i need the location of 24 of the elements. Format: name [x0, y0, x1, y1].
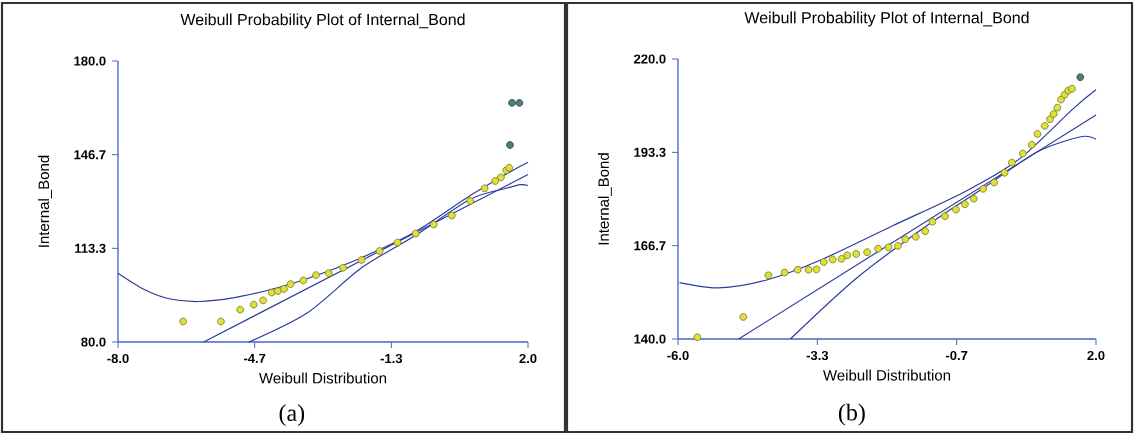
text: (b) [838, 403, 865, 426]
y-tick-label: 80.0 [81, 337, 106, 347]
x-tick-label: 2.0 [519, 353, 537, 364]
x-tick-label: -1.3 [380, 353, 403, 364]
y-tick-label: 140.0 [634, 334, 666, 344]
x-tick-label: 2.0 [1087, 350, 1105, 361]
y-tick-label: 113.3 [75, 243, 106, 253]
x-tick-label: -0.7 [945, 350, 968, 361]
chart-title: Weibull Probability Plot of Internal_Bond [180, 13, 465, 29]
y-tick-label: 166.7 [634, 241, 666, 251]
x-tick-label: -8.0 [107, 353, 129, 364]
x-axis-title: Weibull Distribution [823, 369, 951, 381]
y-tick-label: 146.7 [74, 150, 106, 160]
text: (a) [279, 404, 305, 426]
x-tick-label: -4.7 [243, 353, 266, 363]
y-tick-label: 193.3 [634, 147, 666, 157]
y-axis-title: Internal_Bond [597, 153, 612, 245]
y-tick-label: 180.0 [74, 56, 106, 66]
x-tick-label: -3.3 [806, 350, 829, 361]
y-tick-label: 220.0 [634, 54, 666, 64]
y-axis-title: Internal_Bond [38, 155, 52, 247]
chart-title: Weibull Probability Plot of Internal_Bond [744, 11, 1029, 27]
x-tick-label: -6.0 [667, 350, 689, 361]
x-axis-title: Weibull Distribution [259, 372, 387, 384]
